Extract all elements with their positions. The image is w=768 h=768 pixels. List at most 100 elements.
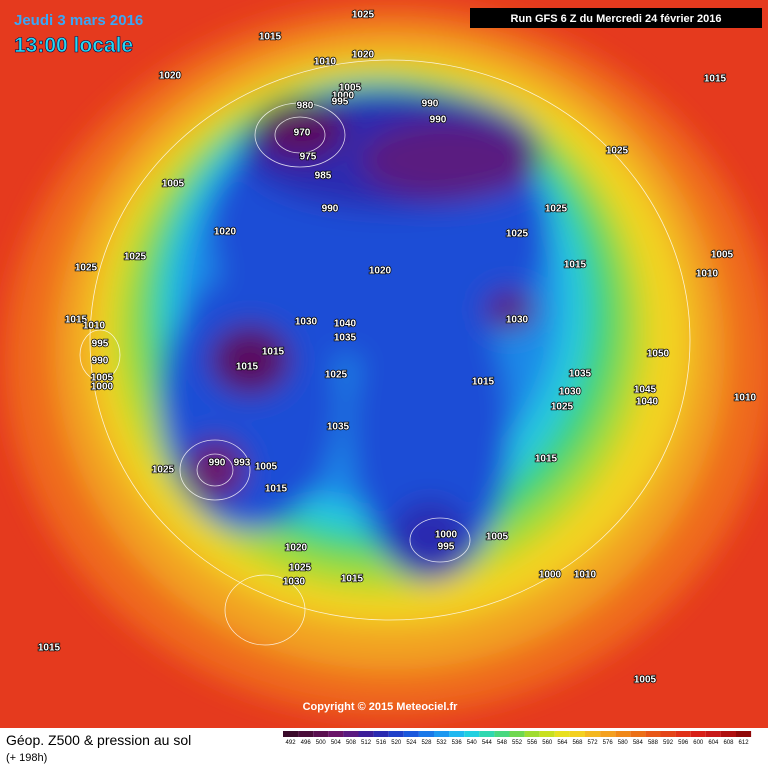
scale-swatch: [464, 731, 480, 737]
isobar-label: 1025: [352, 10, 375, 21]
scale-label: 504: [331, 740, 342, 746]
isobar-label: 1015: [564, 260, 587, 271]
isobar-label: 1030: [295, 317, 318, 328]
scale-label: 564: [557, 740, 568, 746]
scale-swatch: [434, 731, 450, 737]
scale-swatch: [524, 731, 540, 737]
scale-label: 544: [482, 740, 493, 746]
isobar-label: 985: [315, 171, 332, 182]
time-label: 13:00 locale: [14, 34, 133, 57]
scale-swatch: [418, 731, 434, 737]
isobar-label: 1015: [38, 643, 61, 654]
isobar-label: 1035: [569, 369, 592, 380]
isobar-label: 1025: [152, 465, 175, 476]
isobar-label: 980: [297, 101, 314, 112]
isobar-label: 1005: [162, 179, 185, 190]
title: Jeudi 3 mars 2016: [14, 12, 143, 29]
scale-swatch: [539, 731, 555, 737]
scale-swatch: [736, 731, 752, 737]
isobar-label: 995: [92, 339, 109, 350]
scale-label: 532: [437, 740, 448, 746]
product-label: Géop. Z500 & pression au sol: [6, 732, 191, 748]
isobar-label: 1020: [285, 543, 308, 554]
scale-label: 576: [603, 740, 614, 746]
isobar-label: 1045: [634, 385, 657, 396]
isobar-label: 993: [234, 458, 251, 469]
isobars: [79, 59, 691, 646]
scale-label: 580: [618, 740, 629, 746]
isobar-label: 1015: [265, 484, 288, 495]
isobar-label: 1005: [711, 250, 734, 261]
isobar-label: 1010: [734, 393, 757, 404]
scale-swatch: [494, 731, 510, 737]
isobar-label: 1025: [606, 146, 629, 157]
scale-swatch: [358, 731, 374, 737]
isobar-label: 1020: [159, 71, 182, 82]
scale-swatch: [660, 731, 676, 737]
scale-swatch: [569, 731, 585, 737]
scale-swatch: [313, 731, 329, 737]
scale-label: 528: [421, 740, 432, 746]
isobar-label: 1005: [486, 532, 509, 543]
scale-swatch: [283, 731, 299, 737]
scale-swatch: [585, 731, 601, 737]
isobar-label: 1020: [352, 50, 375, 61]
scale-label: 584: [633, 740, 644, 746]
isobar-label: 1000: [435, 530, 458, 541]
isobar-label: 1000: [332, 91, 355, 102]
isobar-label: 990: [322, 204, 339, 215]
isobar-label: 1020: [214, 227, 237, 238]
scale-label: 516: [376, 740, 387, 746]
scale-label: 596: [678, 740, 689, 746]
scale-swatch: [388, 731, 404, 737]
scale-label: 592: [663, 740, 674, 746]
isobar-label: 1010: [574, 570, 597, 581]
isobar-label: 1025: [124, 252, 147, 263]
isobar-label: 1000: [539, 570, 562, 581]
scale-label: 600: [693, 740, 704, 746]
isobar-label: 1030: [506, 315, 529, 326]
scale-swatch: [554, 731, 570, 737]
isobar-label: 1005: [339, 83, 362, 94]
scale-label: 588: [648, 740, 659, 746]
scale-swatch: [705, 731, 721, 737]
isobar-label: 1025: [289, 563, 312, 574]
isobar-label: 970: [294, 128, 311, 139]
isobar-label: 975: [300, 152, 317, 163]
scale-swatch: [600, 731, 616, 737]
run-label: Run GFS 6 Z du Mercredi 24 février 2016: [511, 13, 722, 25]
scale-label: 524: [406, 740, 417, 746]
isobar-label: 1015: [535, 454, 558, 465]
isobar-label: 1020: [369, 266, 392, 277]
isobar-label: 1005: [91, 373, 114, 384]
scale-label: 536: [452, 740, 463, 746]
isobar-label: 1025: [506, 229, 529, 240]
isobar-label: 1030: [559, 387, 582, 398]
scale-swatch: [328, 731, 344, 737]
isobar-label: 1010: [696, 269, 719, 280]
isobar-label: 995: [438, 542, 455, 553]
isobar-label: 1005: [634, 675, 657, 686]
scale-label: 568: [572, 740, 583, 746]
scale-label: 612: [739, 740, 750, 746]
scale-swatch: [690, 731, 706, 737]
scale-swatch: [373, 731, 389, 737]
scale-swatch: [630, 731, 646, 737]
isobar-label: 1040: [334, 319, 357, 330]
isobar-label: 1025: [325, 370, 348, 381]
scale-swatch: [298, 731, 314, 737]
scale-swatch: [403, 731, 419, 737]
scale-swatch: [645, 731, 661, 737]
isobar-label: 1015: [472, 377, 495, 388]
run-box: [470, 8, 762, 28]
isobar-label: 990: [422, 99, 439, 110]
scale-swatch: [720, 731, 736, 737]
scale-label: 496: [301, 740, 312, 746]
isobar-label: 1015: [65, 315, 88, 326]
isobar-label: 1035: [327, 422, 350, 433]
isobar-label: 1025: [75, 263, 98, 274]
isobar-label: 1010: [314, 57, 337, 68]
